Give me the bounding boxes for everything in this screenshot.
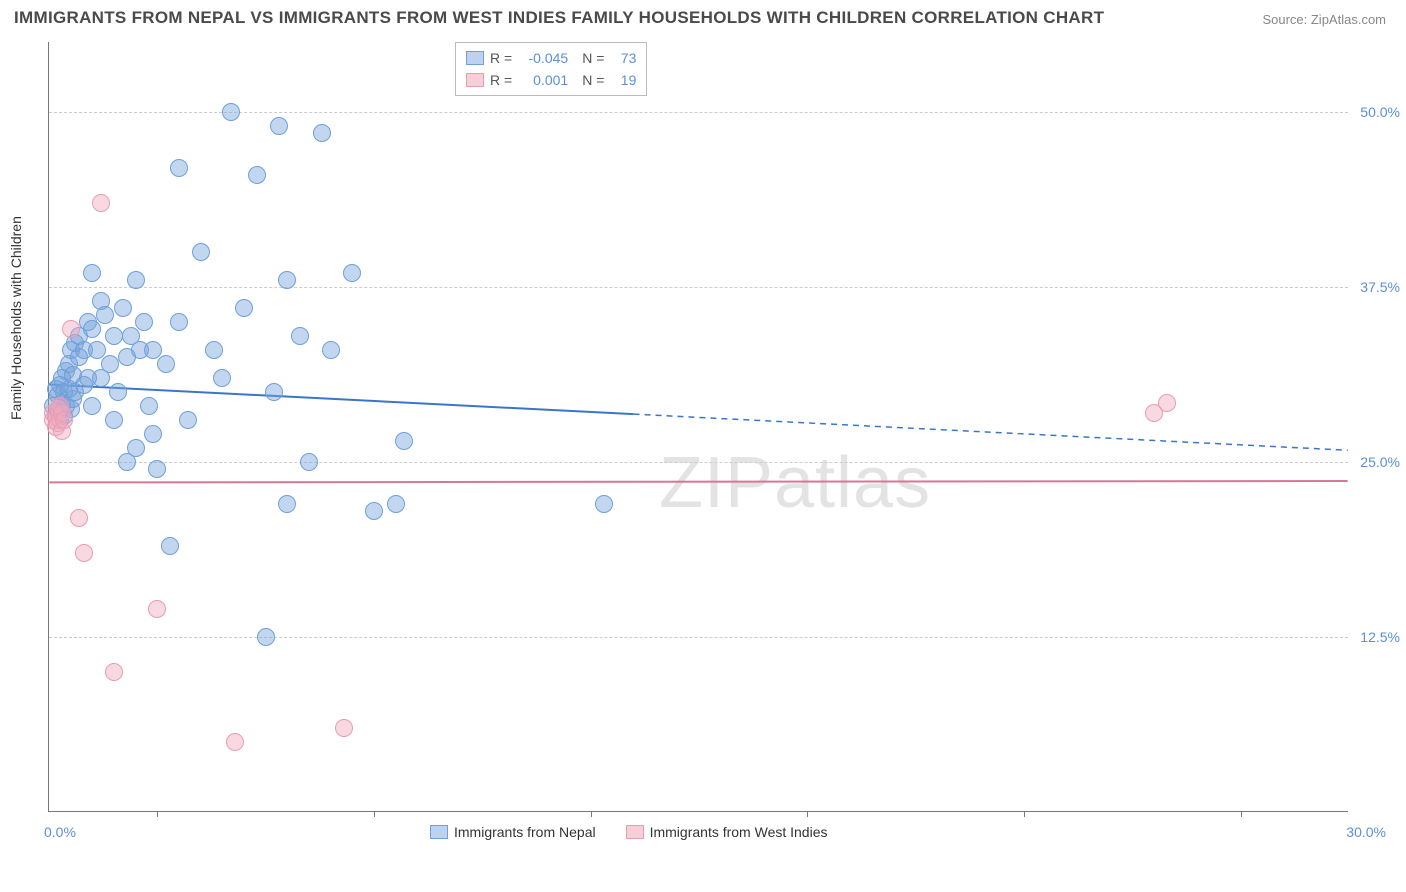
watermark-text: ZIPatlas [659, 442, 931, 524]
data-point-nepal [270, 117, 288, 135]
data-point-nepal [127, 439, 145, 457]
data-point-westindies [92, 194, 110, 212]
gridline [49, 287, 1348, 288]
legend-swatch-westindies [466, 73, 484, 87]
data-point-nepal [114, 299, 132, 317]
data-point-westindies [70, 509, 88, 527]
data-point-westindies [75, 544, 93, 562]
r-value-nepal: -0.045 [518, 47, 568, 69]
data-point-nepal [248, 166, 266, 184]
data-point-nepal [83, 397, 101, 415]
data-point-nepal [387, 495, 405, 513]
data-point-westindies [62, 320, 80, 338]
series-legend-item-westindies: Immigrants from West Indies [626, 824, 828, 840]
data-point-nepal [105, 411, 123, 429]
data-point-westindies [148, 600, 166, 618]
data-point-nepal [101, 355, 119, 373]
data-point-nepal [235, 299, 253, 317]
gridline [49, 462, 1348, 463]
r-label: R = [490, 47, 512, 69]
n-value-nepal: 73 [610, 47, 636, 69]
data-point-nepal [109, 383, 127, 401]
y-tick-label: 50.0% [1360, 104, 1400, 120]
data-point-nepal [148, 460, 166, 478]
n-value-westindies: 19 [610, 69, 636, 91]
legend-swatch-westindies [626, 825, 644, 839]
data-point-nepal [192, 243, 210, 261]
n-label: N = [582, 47, 604, 69]
data-point-westindies [226, 733, 244, 751]
data-point-nepal [222, 103, 240, 121]
data-point-nepal [170, 313, 188, 331]
data-point-nepal [278, 495, 296, 513]
y-axis-label: Family Households with Children [8, 216, 24, 420]
x-tick [157, 811, 158, 817]
x-tick [1024, 811, 1025, 817]
legend-swatch-nepal [430, 825, 448, 839]
r-label: R = [490, 69, 512, 91]
x-axis-max-label: 30.0% [1346, 824, 1386, 840]
x-tick [807, 811, 808, 817]
trendlines-layer [49, 42, 1348, 811]
legend-swatch-nepal [466, 51, 484, 65]
x-tick [374, 811, 375, 817]
gridline [49, 112, 1348, 113]
data-point-nepal [105, 327, 123, 345]
data-point-nepal [365, 502, 383, 520]
series-label-westindies: Immigrants from West Indies [650, 824, 828, 840]
r-value-westindies: 0.001 [518, 69, 568, 91]
data-point-nepal [322, 341, 340, 359]
data-point-nepal [161, 537, 179, 555]
gridline [49, 637, 1348, 638]
data-point-nepal [300, 453, 318, 471]
x-tick [1241, 811, 1242, 817]
data-point-nepal [343, 264, 361, 282]
data-point-nepal [265, 383, 283, 401]
y-tick-label: 37.5% [1360, 279, 1400, 295]
data-point-westindies [1158, 394, 1176, 412]
series-label-nepal: Immigrants from Nepal [454, 824, 596, 840]
data-point-nepal [595, 495, 613, 513]
data-point-nepal [213, 369, 231, 387]
data-point-nepal [170, 159, 188, 177]
series-legend-item-nepal: Immigrants from Nepal [430, 824, 596, 840]
legend-row-westindies: R = 0.001 N = 19 [466, 69, 636, 91]
data-point-westindies [55, 411, 73, 429]
data-point-nepal [144, 425, 162, 443]
data-point-nepal [157, 355, 175, 373]
n-label: N = [582, 69, 604, 91]
x-axis-min-label: 0.0% [44, 824, 76, 840]
source-attribution: Source: ZipAtlas.com [1262, 12, 1386, 27]
data-point-nepal [140, 397, 158, 415]
y-tick-label: 25.0% [1360, 454, 1400, 470]
data-point-nepal [83, 320, 101, 338]
y-tick-label: 12.5% [1360, 629, 1400, 645]
data-point-nepal [313, 124, 331, 142]
data-point-nepal [135, 313, 153, 331]
data-point-nepal [278, 271, 296, 289]
data-point-westindies [105, 663, 123, 681]
correlation-legend: R = -0.045 N = 73 R = 0.001 N = 19 [455, 42, 647, 96]
data-point-nepal [257, 628, 275, 646]
data-point-nepal [179, 411, 197, 429]
data-point-nepal [291, 327, 309, 345]
trendline-nepal [49, 385, 633, 415]
data-point-nepal [83, 264, 101, 282]
series-legend: Immigrants from Nepal Immigrants from Wes… [430, 824, 828, 840]
data-point-nepal [127, 271, 145, 289]
data-point-nepal [205, 341, 223, 359]
x-tick [591, 811, 592, 817]
chart-title: IMMIGRANTS FROM NEPAL VS IMMIGRANTS FROM… [14, 8, 1104, 28]
legend-row-nepal: R = -0.045 N = 73 [466, 47, 636, 69]
data-point-westindies [335, 719, 353, 737]
data-point-nepal [96, 306, 114, 324]
scatter-plot-area: ZIPatlas 12.5%25.0%37.5%50.0% [48, 42, 1348, 812]
data-point-nepal [395, 432, 413, 450]
